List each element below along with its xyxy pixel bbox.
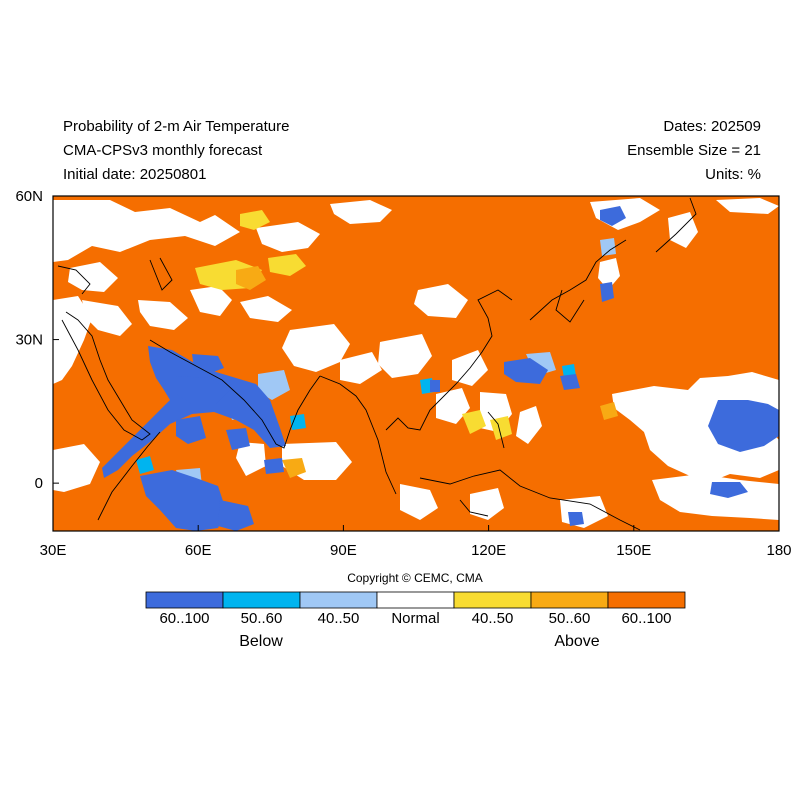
legend-label: 60..100 [621,610,672,627]
x-tick-label: 60E [185,542,212,559]
title-line-2: CMA-CPSv3 monthly forecast [63,142,263,159]
title-line-1: Probability of 2-m Air Temperature [63,118,290,135]
x-tick-label: 30E [40,542,67,559]
legend-swatch [453,591,532,609]
legend-swatch [222,591,301,609]
title-line-3: Initial date: 20250801 [63,166,207,183]
legend-swatch [607,591,686,609]
coastlines [57,197,697,531]
dates-label: Dates: 202509 [663,118,761,135]
units-label: Units: % [705,166,761,183]
axis-ticks: 30E 60E 90E 120E 150E 180 60N 30N 0 [15,188,791,559]
copyright-text: Copyright © CEMC, CMA [347,571,483,585]
x-tick-label: 120E [471,542,506,559]
below-60-100-regions [102,206,779,531]
legend-swatch [299,591,378,609]
above-group-label: Above [554,633,600,650]
x-tick-label: 150E [616,542,651,559]
y-tick-label: 0 [35,475,43,492]
map-frame [52,195,780,532]
below-group-label: Below [239,633,283,650]
legend-swatch [530,591,609,609]
legend-label: 60..100 [159,610,210,627]
legend-label: Normal [391,610,440,627]
y-tick-label: 30N [15,332,43,349]
legend-label: 50..60 [548,610,591,627]
legend-swatch [376,591,455,609]
legend-label: 40..50 [317,610,360,627]
legend-label: 40..50 [471,610,514,627]
x-tick-label: 180 [766,542,791,559]
above-50-60-regions [236,266,618,478]
legend-swatch [145,591,224,609]
x-tick-label: 90E [330,542,357,559]
below-50-60-regions [136,364,576,474]
map-field [53,196,779,531]
legend-label: 50..60 [240,610,283,627]
y-tick-label: 60N [15,188,43,205]
ensemble-size-label: Ensemble Size = 21 [627,142,761,159]
